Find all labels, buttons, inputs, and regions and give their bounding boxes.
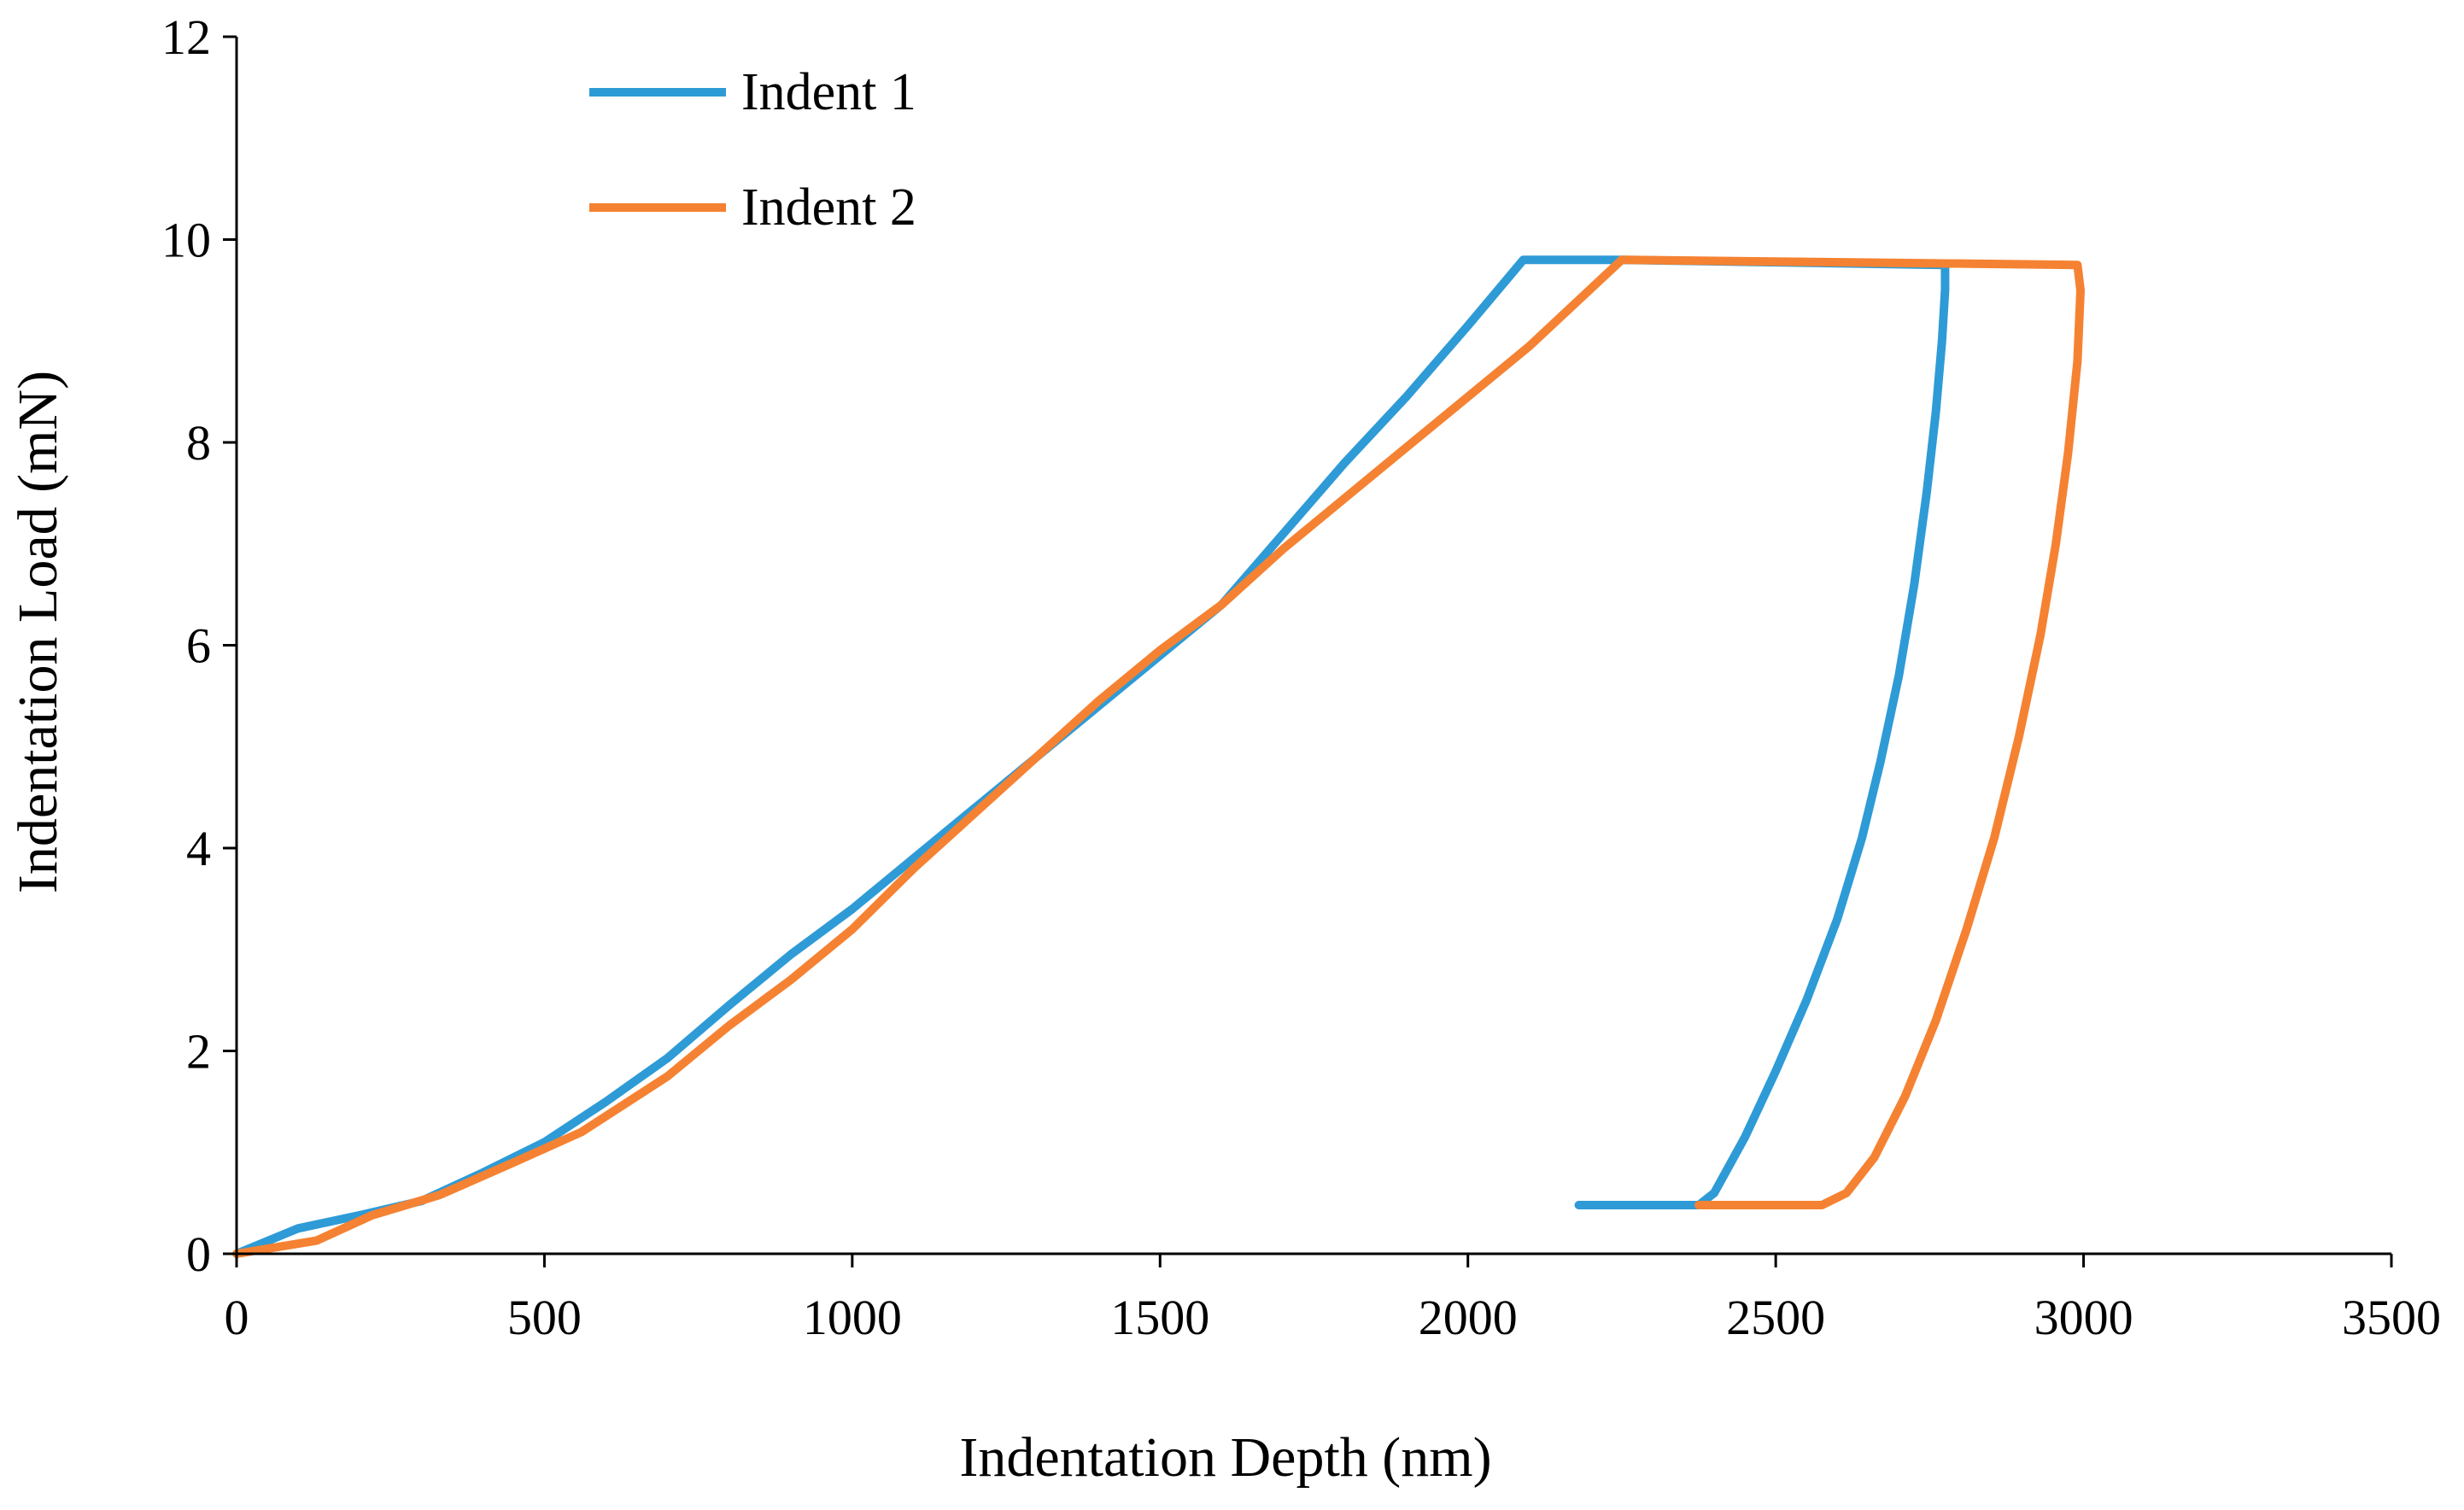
x-tick-label: 0: [225, 1290, 249, 1345]
x-axis-title: Indentation Depth (nm): [959, 1426, 1491, 1489]
x-tick-label: 3500: [2342, 1290, 2441, 1345]
y-tick-label: 0: [186, 1226, 211, 1282]
x-tick-label: 1500: [1110, 1290, 1209, 1345]
x-tick-label: 3000: [2034, 1290, 2133, 1345]
y-axis-title: Indentation Load (mN): [7, 371, 69, 893]
x-tick-label: 2000: [1419, 1290, 1518, 1345]
x-tick-label: 500: [507, 1290, 582, 1345]
ticks: 0 500 1000 1500 2000 2500 3000 3500 0 2 4 6 8 10 12: [161, 9, 2441, 1345]
y-tick-label: 8: [186, 415, 211, 471]
x-tick-label: 1000: [803, 1290, 902, 1345]
series-line-indent-1: [232, 255, 1950, 1258]
y-tick-label: 4: [186, 821, 211, 876]
legend-entry-indent-2: Indent 2: [589, 179, 916, 237]
legend-entry-indent-1: Indent 1: [589, 63, 916, 121]
legend: Indent 1 Indent 2: [589, 63, 916, 237]
series-line-indent-2: [232, 255, 2085, 1258]
legend-label-indent-1: Indent 1: [741, 63, 916, 121]
legend-label-indent-2: Indent 2: [741, 179, 916, 237]
y-tick-label: 6: [186, 618, 211, 674]
y-tick-label: 12: [161, 9, 211, 65]
y-tick-label: 2: [186, 1024, 211, 1080]
y-tick-label: 10: [161, 213, 211, 268]
x-tick-label: 2500: [1726, 1290, 1825, 1345]
plot-area: [232, 255, 2085, 1258]
axes: [235, 37, 2391, 1255]
